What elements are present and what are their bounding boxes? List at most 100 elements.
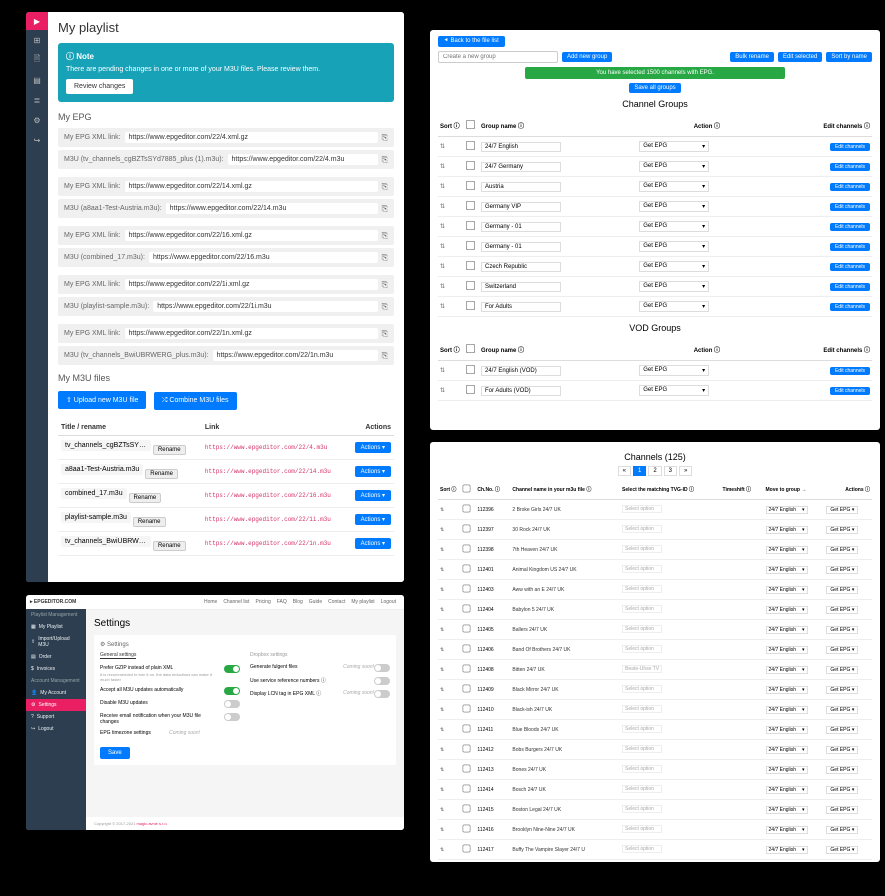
row-checkbox[interactable] <box>463 545 471 553</box>
save-all-button[interactable]: Save all groups <box>629 83 680 93</box>
page-link[interactable]: « <box>618 466 631 476</box>
timeshift-cell[interactable] <box>721 800 764 820</box>
timeshift-cell[interactable] <box>721 660 764 680</box>
move-group-select[interactable]: 24/7 English▾ <box>766 806 808 814</box>
sort-handle-icon[interactable]: ⇅ <box>438 700 458 720</box>
get-epg-button[interactable]: Get EPG▾ <box>826 746 858 754</box>
edit-channels-button[interactable]: Edit channels <box>830 283 870 291</box>
upload-m3u-button[interactable]: ⇧ Upload new M3U file <box>58 391 146 409</box>
sort-handle-icon[interactable]: ⇅ <box>438 257 462 277</box>
sort-handle-icon[interactable]: ⇅ <box>438 500 458 520</box>
copy-icon[interactable]: ⎘ <box>382 133 388 143</box>
new-group-input[interactable] <box>438 51 558 63</box>
tvg-select[interactable]: Beate-Uhse TV <box>622 665 662 673</box>
action-select[interactable]: Get EPG▾ <box>639 161 709 172</box>
select-all-checkbox[interactable] <box>463 485 471 493</box>
sidebar-item[interactable]: $Invoices <box>26 663 86 675</box>
row-checkbox[interactable] <box>463 565 471 573</box>
nav-link[interactable]: Guide <box>309 599 322 605</box>
row-checkbox[interactable] <box>463 785 471 793</box>
copy-icon[interactable]: ⎘ <box>382 351 388 361</box>
sidebar-item[interactable]: 👤My Account <box>26 687 86 699</box>
timeshift-cell[interactable] <box>721 720 764 740</box>
toggle[interactable] <box>224 713 240 721</box>
sort-handle-icon[interactable]: ⇅ <box>438 800 458 820</box>
row-checkbox[interactable] <box>463 745 471 753</box>
actions-dropdown[interactable]: Actions ▾ <box>355 490 391 501</box>
timeshift-cell[interactable] <box>721 780 764 800</box>
group-name[interactable]: Germany - 01 <box>481 222 561 232</box>
sort-handle-icon[interactable]: ⇅ <box>438 157 462 177</box>
sort-handle-icon[interactable]: ⇅ <box>438 840 458 860</box>
row-checkbox[interactable] <box>466 201 475 210</box>
move-group-select[interactable]: 24/7 English▾ <box>766 686 808 694</box>
nav-link[interactable]: Channel list <box>223 599 249 605</box>
edit-selected-button[interactable]: Edit selected <box>778 52 822 62</box>
row-checkbox[interactable] <box>466 221 475 230</box>
sort-handle-icon[interactable]: ⇅ <box>438 237 462 257</box>
move-group-select[interactable]: 24/7 English▾ <box>766 726 808 734</box>
timeshift-cell[interactable] <box>721 620 764 640</box>
group-name[interactable]: Austria <box>481 182 561 192</box>
action-select[interactable]: Get EPG▾ <box>639 181 709 192</box>
sort-handle-icon[interactable]: ⇅ <box>438 620 458 640</box>
row-checkbox[interactable] <box>466 161 475 170</box>
action-select[interactable]: Get EPG▾ <box>639 261 709 272</box>
row-checkbox[interactable] <box>466 261 475 270</box>
sort-handle-icon[interactable]: ⇅ <box>438 177 462 197</box>
edit-channels-button[interactable]: Edit channels <box>830 143 870 151</box>
row-checkbox[interactable] <box>463 525 471 533</box>
nav-link[interactable]: Home <box>204 599 217 605</box>
get-epg-button[interactable]: Get EPG▾ <box>826 766 858 774</box>
get-epg-button[interactable]: Get EPG▾ <box>826 566 858 574</box>
move-group-select[interactable]: 24/7 English▾ <box>766 706 808 714</box>
toggle[interactable] <box>374 677 390 685</box>
move-group-select[interactable]: 24/7 English▾ <box>766 586 808 594</box>
edit-channels-button[interactable]: Edit channels <box>830 203 870 211</box>
get-epg-button[interactable]: Get EPG▾ <box>826 586 858 594</box>
actions-dropdown[interactable]: Actions ▾ <box>355 514 391 525</box>
get-epg-button[interactable]: Get EPG▾ <box>826 646 858 654</box>
move-group-select[interactable]: 24/7 English▾ <box>766 646 808 654</box>
get-epg-button[interactable]: Get EPG▾ <box>826 786 858 794</box>
sort-handle-icon[interactable]: ⇅ <box>438 137 462 157</box>
timeshift-cell[interactable] <box>721 540 764 560</box>
group-name[interactable]: Germany - 01 <box>481 242 561 252</box>
copy-icon[interactable]: ⎘ <box>382 155 388 165</box>
sidebar-item[interactable]: ▦My Playlist <box>26 621 86 633</box>
edit-channels-button[interactable]: Edit channels <box>830 223 870 231</box>
row-checkbox[interactable] <box>463 505 471 513</box>
move-group-select[interactable]: 24/7 English▾ <box>766 626 808 634</box>
nav-icon[interactable]: 🗎 <box>26 50 48 70</box>
tvg-select[interactable]: Select option <box>622 705 662 713</box>
tvg-select[interactable]: Select option <box>622 585 662 593</box>
copy-icon[interactable]: ⎘ <box>382 182 388 192</box>
bulk-rename-button[interactable]: Bulk rename <box>730 52 774 62</box>
nav-icon[interactable]: ▤ <box>26 70 48 90</box>
sort-handle-icon[interactable]: ⇅ <box>438 780 458 800</box>
sort-handle-icon[interactable]: ⇅ <box>438 217 462 237</box>
get-epg-button[interactable]: Get EPG▾ <box>826 806 858 814</box>
tvg-select[interactable]: Select option <box>622 625 662 633</box>
move-group-select[interactable]: 24/7 English▾ <box>766 786 808 794</box>
timeshift-cell[interactable] <box>721 500 764 520</box>
back-link[interactable]: ⯇ Back to the file list <box>438 36 505 47</box>
row-checkbox[interactable] <box>463 725 471 733</box>
nav-link[interactable]: Contact <box>328 599 345 605</box>
action-select[interactable]: Get EPG▾ <box>639 221 709 232</box>
toggle[interactable] <box>224 665 240 673</box>
sidebar-item[interactable]: ↪Logout <box>26 723 86 735</box>
row-checkbox[interactable] <box>463 845 471 853</box>
edit-channels-button[interactable]: Edit channels <box>830 163 870 171</box>
page-link[interactable]: 3 <box>664 466 677 476</box>
sort-handle-icon[interactable]: ⇅ <box>438 361 462 381</box>
move-group-select[interactable]: 24/7 English▾ <box>766 506 808 514</box>
get-epg-button[interactable]: Get EPG▾ <box>826 726 858 734</box>
row-checkbox[interactable] <box>466 365 475 374</box>
timeshift-cell[interactable] <box>721 580 764 600</box>
sort-handle-icon[interactable]: ⇅ <box>438 197 462 217</box>
move-group-select[interactable]: 24/7 English▾ <box>766 826 808 834</box>
sort-handle-icon[interactable]: ⇅ <box>438 660 458 680</box>
sort-handle-icon[interactable]: ⇅ <box>438 580 458 600</box>
tvg-select[interactable]: Select option <box>622 805 662 813</box>
